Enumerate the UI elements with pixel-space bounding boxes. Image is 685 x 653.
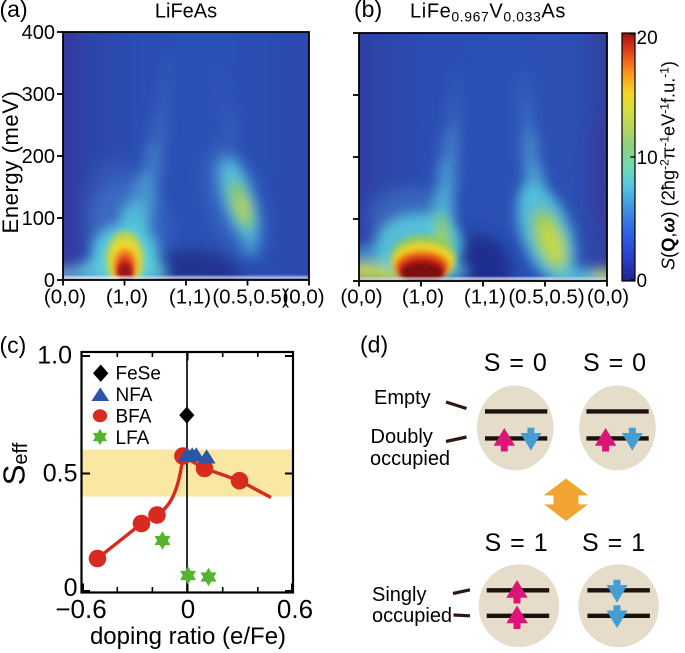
svg-text:occupied: occupied	[370, 448, 450, 470]
svg-text:S = 1: S = 1	[582, 529, 646, 557]
svg-text:LiFeAs: LiFeAs	[155, 1, 217, 23]
svg-text:Doubly: Doubly	[371, 426, 433, 448]
svg-text:FeSe: FeSe	[116, 364, 161, 385]
svg-text:(1,0): (1,0)	[106, 286, 148, 309]
svg-text:0: 0	[181, 594, 195, 624]
svg-text:1.0: 1.0	[37, 342, 72, 370]
svg-text:(1,1): (1,1)	[464, 286, 506, 309]
svg-text:20: 20	[637, 28, 658, 49]
svg-text:doping ratio (e/Fe): doping ratio (e/Fe)	[90, 623, 286, 650]
svg-text:(0,0): (0,0)	[340, 286, 382, 309]
svg-text:0.5: 0.5	[43, 460, 78, 488]
svg-text:(d): (d)	[360, 332, 388, 358]
svg-text:100: 100	[22, 208, 55, 230]
svg-text:(0.5,0.5): (0.5,0.5)	[508, 286, 584, 309]
svg-text:NFA: NFA	[116, 385, 153, 406]
svg-text:LFA: LFA	[116, 428, 150, 449]
svg-text:−0.6: −0.6	[55, 594, 106, 624]
svg-text:0: 0	[637, 271, 648, 292]
svg-text:(0.5,0.5): (0.5,0.5)	[212, 286, 288, 309]
svg-text:(0,0): (0,0)	[587, 286, 629, 309]
svg-text:S(Q,ω) (2ħg-2π-1eV-1f.u.-1): S(Q,ω) (2ħg-2π-1eV-1f.u.-1)	[658, 61, 679, 270]
svg-text:Empty: Empty	[374, 387, 431, 409]
svg-text:(b): (b)	[354, 0, 382, 22]
svg-text:200: 200	[22, 146, 55, 168]
svg-text:LiFe0.967V0.033As: LiFe0.967V0.033As	[410, 1, 566, 25]
svg-text:(a): (a)	[0, 0, 28, 22]
svg-text:occupied: occupied	[372, 605, 452, 627]
svg-text:(c): (c)	[0, 332, 26, 358]
svg-text:S = 1: S = 1	[485, 529, 549, 557]
svg-text:(0,0): (0,0)	[282, 286, 324, 309]
svg-text:300: 300	[22, 84, 55, 106]
svg-text:BFA: BFA	[116, 407, 152, 428]
svg-text:S = 0: S = 0	[583, 349, 647, 377]
svg-text:Seff: Seff	[0, 442, 32, 485]
svg-text:Singly: Singly	[372, 584, 426, 606]
svg-text:(0,0): (0,0)	[44, 286, 86, 309]
svg-text:400: 400	[22, 22, 55, 44]
svg-text:(1,0): (1,0)	[402, 286, 444, 309]
svg-text:0: 0	[64, 574, 78, 602]
svg-text:Energy (meV): Energy (meV)	[0, 91, 23, 234]
svg-text:S = 0: S = 0	[484, 349, 548, 377]
svg-text:0: 0	[44, 270, 55, 292]
svg-text:0.6: 0.6	[277, 594, 313, 624]
svg-text:10: 10	[637, 148, 658, 169]
svg-text:(1,1): (1,1)	[169, 286, 211, 309]
